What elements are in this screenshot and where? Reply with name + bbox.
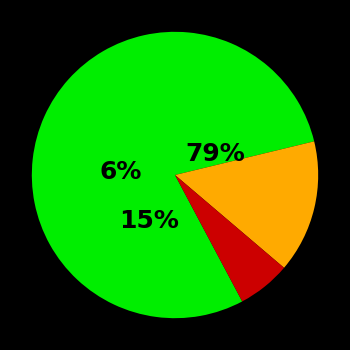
Wedge shape xyxy=(175,175,284,301)
Text: 15%: 15% xyxy=(119,209,179,233)
Wedge shape xyxy=(175,141,318,268)
Wedge shape xyxy=(32,32,314,318)
Text: 6%: 6% xyxy=(99,160,142,184)
Text: 79%: 79% xyxy=(185,141,245,166)
